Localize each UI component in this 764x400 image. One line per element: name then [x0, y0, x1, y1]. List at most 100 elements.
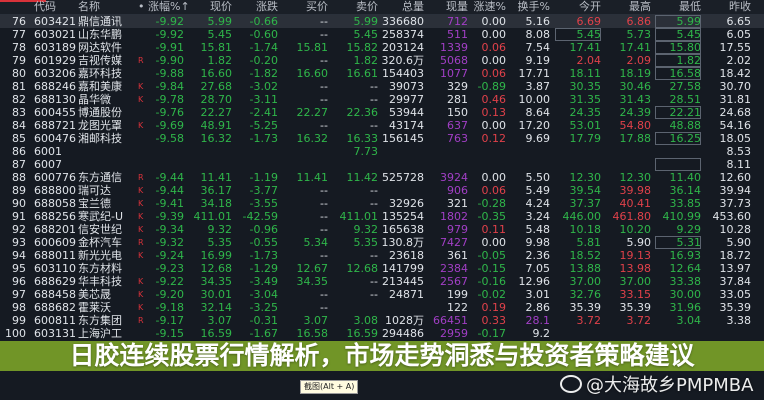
- header-index[interactable]: [2, 0, 26, 14]
- header-bid[interactable]: 买价: [306, 0, 328, 13]
- header-change-pct[interactable]: 涨幅%↑: [148, 0, 190, 13]
- cell-change: -42.59: [242, 210, 278, 223]
- header-volume[interactable]: 总量: [402, 0, 424, 13]
- title-line-2: 略建议: [619, 341, 695, 370]
- table-row[interactable]: 78 603189 网达软件 -9.91 15.81 -1.74 15.81 15.82 203…: [0, 41, 764, 54]
- header-low[interactable]: 最低: [679, 0, 701, 13]
- cell-change: -3.11: [249, 93, 278, 106]
- table-row[interactable]: 98 688682 霍莱沃 K -9.18 32.14 -3.25 -- 122 0.19 2.86…: [0, 301, 764, 314]
- cell-code: 688011: [34, 249, 76, 262]
- cell-ask: 16.59: [346, 327, 379, 340]
- table-row[interactable]: 91 688256 寒武纪-U K -9.39 411.01 -42.59 -- 411.01 1…: [0, 210, 764, 223]
- cell-current-volume: 2384: [440, 262, 468, 275]
- cell-prev-close: 37.84: [719, 275, 752, 288]
- table-row[interactable]: 90 688058 宝兰德 K -9.41 34.18 -3.55 -- -- 32926 321-…: [0, 197, 764, 210]
- cell-ask: 7.73: [353, 145, 379, 158]
- header-turnover[interactable]: 换手%: [517, 0, 550, 13]
- header-ask[interactable]: 卖价: [356, 0, 378, 13]
- cell-low: 30.00: [669, 288, 702, 301]
- cell-prev-close: 5.90: [726, 236, 752, 249]
- cell-index: 92: [12, 223, 26, 236]
- table-row[interactable]: 87 6007 8.11: [0, 158, 764, 171]
- cell-high: 40.41: [619, 197, 652, 210]
- header-prev-close[interactable]: 昨收: [729, 0, 751, 13]
- table-row[interactable]: 85 600476 湘邮科技 -9.58 16.32 -1.73 16.32 16.33 156…: [0, 132, 764, 145]
- cell-speed: 0.00: [481, 119, 507, 132]
- cell-marker: [138, 28, 148, 41]
- table-row[interactable]: 86 6001 7.73 8.53: [0, 145, 764, 158]
- cell-ask: 1.82: [353, 54, 379, 67]
- cell-index: 96: [12, 275, 26, 288]
- cell-marker: R: [138, 173, 144, 182]
- cell-volume: 154403: [382, 67, 424, 80]
- header-open[interactable]: 今开: [579, 0, 601, 13]
- table-row[interactable]: 88 600776 东方通信 R -9.44 11.41 -1.19 11.41 11.42 52…: [0, 171, 764, 184]
- cell-high: 3.72: [626, 314, 652, 327]
- cell-low: [655, 145, 701, 158]
- table-row[interactable]: 94 688011 新光光电 K -9.24 16.99 -1.73 -- -- 23618 361…: [0, 249, 764, 262]
- cell-code: 688256: [34, 210, 76, 223]
- cell-volume: 29977: [389, 93, 424, 106]
- cell-marker: [138, 158, 148, 171]
- cell-name: 东方集团: [78, 314, 122, 327]
- cell-open: 53.01: [569, 119, 602, 132]
- table-row[interactable]: 93 600609 金杯汽车 R -9.32 5.35 -0.55 5.34 5.35 130.8…: [0, 236, 764, 249]
- table-row[interactable]: 89 688800 瑞可达 K -9.44 36.17 -3.77 -- -- 906 0.06 5.…: [0, 184, 764, 197]
- cell-current-volume: 321: [447, 197, 468, 210]
- cell-speed: -0.28: [477, 197, 506, 210]
- table-row[interactable]: 97 688458 美芯晟 K -9.20 30.01 -3.04 -- -- 24871 199-…: [0, 288, 764, 301]
- cell-marker: [138, 262, 148, 275]
- header-high[interactable]: 最高: [629, 0, 651, 13]
- table-row[interactable]: 77 603021 山东华鹏 -9.92 5.45 -0.60 -- 5.45 258374 51…: [0, 28, 764, 41]
- cell-bid: 3.07: [303, 314, 329, 327]
- cell-index: 100: [5, 327, 26, 340]
- cell-marker: R: [138, 316, 144, 325]
- cell-open: 37.37: [569, 197, 602, 210]
- cell-change: -0.96: [249, 223, 278, 236]
- table-row[interactable]: 99 600811 东方集团 R -9.17 3.07 -0.31 3.07 3.08 1028万…: [0, 314, 764, 327]
- cell-low: 5.99: [655, 15, 701, 28]
- cell-index: 84: [12, 119, 26, 132]
- cell-prev-close: 453.60: [712, 210, 752, 223]
- header-price[interactable]: 现价: [210, 0, 232, 13]
- cell-marker: K: [138, 303, 144, 312]
- table-row[interactable]: 92 688201 信安世纪 K -9.34 9.32 -0.96 -- 9.32 165638 9…: [0, 223, 764, 236]
- header-speed[interactable]: 涨速%: [473, 0, 506, 13]
- header-name[interactable]: 名称: [78, 0, 100, 13]
- cell-current-volume: 281: [447, 93, 468, 106]
- cell-volume: 258374: [382, 28, 424, 41]
- table-row[interactable]: 81 688246 嘉和美康 K -9.84 27.68 -3.02 -- -- 39073 329…: [0, 80, 764, 93]
- screenshot-tooltip: 截图(Alt + A): [300, 380, 359, 394]
- header-marker[interactable]: •: [138, 0, 145, 13]
- cell-change-pct: -9.92: [155, 15, 184, 28]
- table-row[interactable]: 79 601929 吉视传媒 R -9.90 1.82 -0.20 -- 1.82 320.6万 5…: [0, 54, 764, 67]
- cell-volume: 135254: [382, 210, 424, 223]
- cell-turnover: 9.19: [525, 54, 551, 67]
- cell-current-volume: 150: [447, 106, 468, 119]
- header-change[interactable]: 涨跌: [256, 0, 278, 13]
- table-row[interactable]: 100 603131 上海沪工 -9.15 16.59 -1.67 16.58 16.59 29…: [0, 327, 764, 340]
- table-row[interactable]: 82 688130 晶华微 K -9.78 28.70 -3.11 -- -- 29977 281 0…: [0, 93, 764, 106]
- cell-marker: [138, 106, 148, 119]
- cell-name: 瑞可达: [78, 184, 111, 197]
- cell-turnover: [508, 158, 550, 171]
- cell-change: -0.60: [249, 28, 278, 41]
- table-row[interactable]: 80 603206 嘉环科技 -9.88 16.60 -1.82 16.60 16.61 154…: [0, 67, 764, 80]
- table-row[interactable]: 76 603421 鼎信通讯 -9.92 5.99 -0.66 -- 5.99 336680 71…: [0, 15, 764, 28]
- cell-volume: 165638: [382, 223, 424, 236]
- cell-marker: [138, 327, 148, 340]
- cell-speed: 0.00: [481, 54, 507, 67]
- cell-marker: [138, 15, 148, 28]
- cell-speed: -0.89: [477, 80, 506, 93]
- cell-bid: 15.81: [296, 41, 329, 54]
- table-row[interactable]: 83 600455 博通股份 -9.76 22.27 -2.41 22.27 22.36 539…: [0, 106, 764, 119]
- header-code[interactable]: 代码: [34, 0, 56, 13]
- table-row[interactable]: 96 688629 华丰科技 K -9.22 34.35 -3.49 34.35 -- 21344…: [0, 275, 764, 288]
- table-row[interactable]: 84 688721 龙图光罩 K -9.69 48.91 -5.25 -- -- 43174 637…: [0, 119, 764, 132]
- cell-price: 36.17: [200, 184, 233, 197]
- cell-low: 12.64: [669, 262, 702, 275]
- header-current-volume[interactable]: 现量: [446, 0, 468, 13]
- cell-change-pct: -9.88: [155, 67, 184, 80]
- cell-volume: 336680: [382, 15, 424, 28]
- table-row[interactable]: 95 603110 东方材料 -9.23 12.68 -1.29 12.67 12.68 141…: [0, 262, 764, 275]
